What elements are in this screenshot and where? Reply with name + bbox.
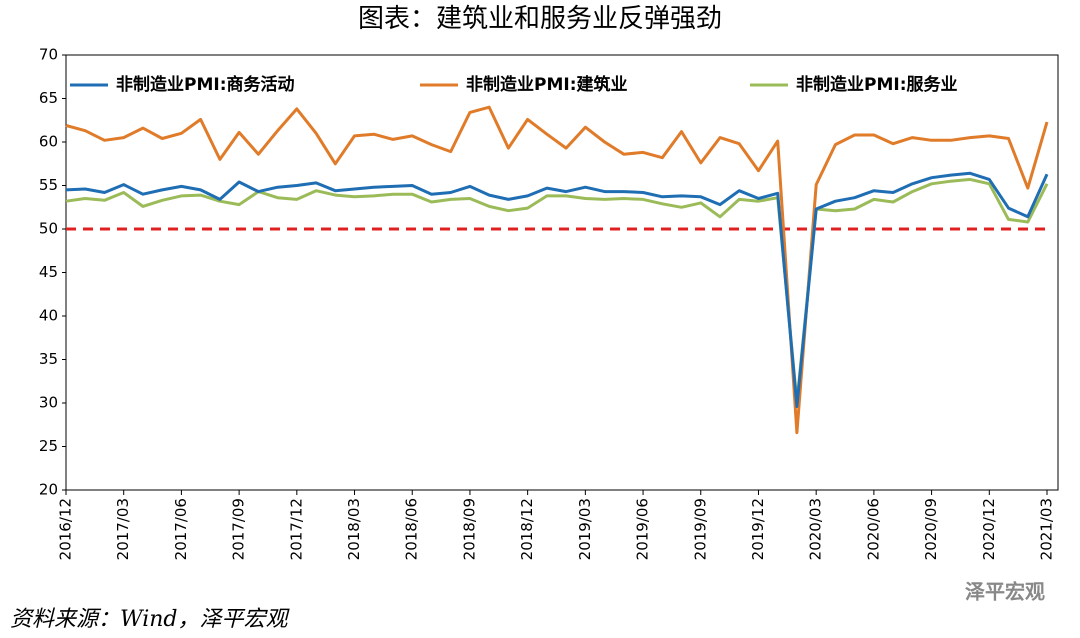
- x-tick-label: 2020/06: [864, 498, 882, 560]
- x-tick-label: 2019/06: [634, 498, 652, 560]
- x-tick-label: 2018/06: [403, 498, 421, 560]
- x-tick-label: 2019/12: [749, 498, 767, 560]
- x-tick-label: 2017/12: [287, 498, 305, 560]
- y-tick-label: 45: [39, 263, 58, 281]
- y-tick-label: 35: [39, 350, 58, 368]
- y-tick-label: 60: [39, 133, 58, 151]
- x-tick-label: 2018/12: [518, 498, 536, 560]
- series-line: [65, 177, 1049, 404]
- chart-title: 图表：建筑业和服务业反弹强劲: [358, 4, 722, 34]
- source-note: 资料来源：Wind，泽平宏观: [10, 607, 291, 632]
- x-tick-label: 2019/03: [576, 498, 594, 560]
- x-tick-label: 2018/03: [345, 498, 363, 560]
- legend-label: 非制造业PMI:建筑业: [466, 74, 628, 95]
- x-tick-label: 2020/12: [980, 498, 998, 560]
- y-tick-label: 25: [39, 437, 58, 455]
- x-tick-label: 2020/03: [807, 498, 825, 560]
- x-tick-label: 2018/09: [460, 498, 478, 560]
- y-tick-label: 30: [39, 394, 58, 412]
- watermark: 泽平宏观: [965, 580, 1045, 604]
- legend-label: 非制造业PMI:商务活动: [116, 74, 295, 95]
- plot-frame: [65, 54, 1059, 491]
- legend-label: 非制造业PMI:服务业: [796, 74, 958, 95]
- y-tick-label: 65: [39, 89, 58, 107]
- x-tick-label: 2017/03: [114, 498, 132, 560]
- y-tick-label: 20: [39, 481, 58, 499]
- series-line: [65, 105, 1049, 435]
- x-tick-label: 2020/09: [922, 498, 940, 560]
- x-tick-label: 2021/03: [1038, 498, 1056, 560]
- x-tick-label: 2016/12: [57, 498, 75, 560]
- series-line: [65, 171, 1049, 408]
- x-tick-label: 2017/09: [230, 498, 248, 560]
- x-tick-label: 2017/06: [172, 498, 190, 560]
- x-tick-label: 2019/09: [691, 498, 709, 560]
- y-tick-label: 70: [39, 46, 58, 64]
- y-tick-label: 55: [39, 176, 58, 194]
- y-tick-label: 40: [39, 307, 58, 325]
- y-tick-label: 50: [39, 220, 58, 238]
